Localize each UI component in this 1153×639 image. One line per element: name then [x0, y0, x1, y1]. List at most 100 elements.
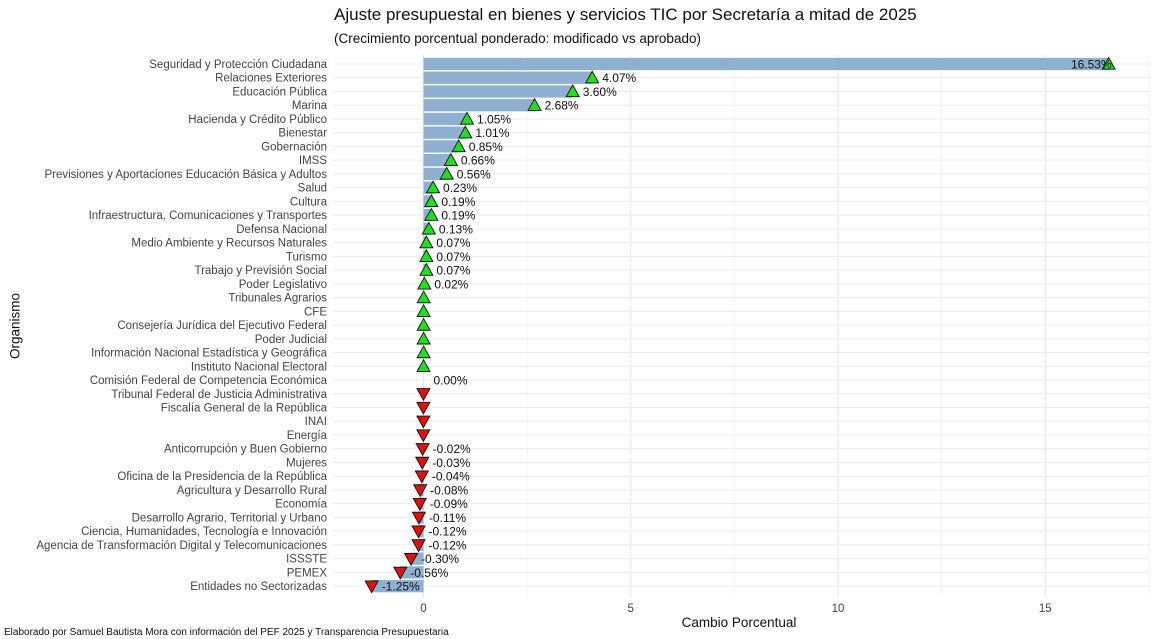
y-tick-label: ISSSTE [286, 554, 327, 566]
up-marker [425, 180, 441, 194]
down-marker [412, 484, 428, 498]
y-tick-label: Poder Legislativo [239, 279, 327, 291]
data-labels: 16.53% 4.07%3.60% 2.68% 1.05%1.01%0.85%0.66… [382, 58, 1112, 594]
up-marker [424, 207, 439, 221]
y-tick-label: Previsiones y Aportaciones Educación Bás… [44, 169, 327, 181]
down-marker [416, 415, 431, 429]
up-marker [1101, 56, 1116, 70]
y-tick-label: IMSS [299, 155, 327, 167]
data-label: 0.02% [434, 277, 468, 291]
data-label: -0.12% [429, 525, 467, 539]
y-tick-label: Instituto Nacional Electoral [191, 361, 327, 373]
y-tick-label: Cultura [290, 196, 328, 208]
y-tick-label: Seguridad y Protección Ciudadana [149, 59, 327, 71]
y-tick-label: Educación Pública [232, 86, 327, 98]
data-label: 4.07% [602, 71, 636, 85]
data-label: -1.25% [382, 580, 420, 594]
y-tick-label: Oficina de la Presidencia de la Repúblic… [117, 471, 327, 483]
y-tick-label: Turismo [286, 251, 327, 263]
data-label: -0.12% [429, 538, 467, 552]
data-label: 16.53% [1071, 58, 1112, 72]
down-marker [412, 498, 428, 512]
y-tick-label: Consejería Jurídica del Ejecutivo Federa… [117, 320, 327, 332]
x-tick-label: 0 [420, 603, 426, 615]
bar [423, 140, 459, 153]
y-tick-label: Energía [287, 430, 328, 442]
data-label: -0.11% [429, 511, 466, 525]
data-label: 1.01% [475, 126, 509, 140]
y-tick-label: Bienestar [278, 128, 327, 140]
down-marker [411, 525, 426, 539]
y-tick-label: CFE [304, 306, 327, 318]
x-tick-label: 15 [1039, 603, 1052, 615]
up-marker [416, 358, 431, 372]
y-tick-label: Mujeres [286, 457, 327, 469]
y-tick-label: Ciencia, Humanidades, Tecnología e Innov… [81, 526, 327, 538]
data-label: -0.56% [410, 566, 448, 580]
up-marker [458, 125, 473, 139]
data-label: 0.19% [441, 195, 475, 209]
bar [423, 154, 451, 167]
x-axis-label: Cambio Porcentual [681, 615, 797, 630]
data-label: 0.19% [441, 209, 475, 223]
data-label: -0.03% [432, 456, 470, 470]
up-marker [451, 139, 466, 153]
bar [423, 85, 573, 98]
bar [423, 99, 535, 112]
data-label: 0.00% [434, 374, 468, 388]
up-marker [421, 221, 437, 235]
y-tick-label: Trabajo y Previsión Social [194, 265, 327, 277]
y-tick-label: Información Nacional Estadística y Geogr… [91, 348, 327, 360]
down-marker [414, 470, 430, 484]
y-tick-label: INAI [305, 416, 327, 428]
data-label: 0.85% [469, 140, 503, 154]
data-label: 0.23% [443, 181, 477, 195]
data-label: 0.56% [457, 167, 491, 181]
down-marker [411, 511, 427, 525]
data-label: -0.08% [430, 483, 468, 497]
up-marker [416, 331, 431, 345]
y-tick-label: Poder Judicial [255, 334, 327, 346]
y-tick-label: Defensa Nacional [236, 224, 327, 236]
down-marker [415, 443, 430, 457]
up-marker [416, 317, 431, 331]
bar [371, 579, 424, 593]
y-tick-label: Economía [275, 499, 327, 511]
x-tick-labels: 0 5 10 15 [420, 603, 1051, 615]
y-tick-label: Agencia de Transformación Digital y Tele… [36, 540, 327, 552]
y-tick-label: Tribunales Agrarios [228, 293, 327, 305]
y-tick-label: Desarrollo Agrario, Territorial y Urbano [132, 512, 327, 524]
data-label: 0.66% [461, 154, 495, 168]
y-tick-label: PEMEX [287, 567, 328, 579]
chart-caption: Elaborado por Samuel Bautista Mora con i… [4, 627, 449, 638]
chart-subtitle: (Crecimiento porcentual ponderado: modif… [334, 31, 701, 46]
bar [423, 112, 468, 126]
data-label: 3.60% [583, 85, 617, 99]
data-label: 0.07% [436, 264, 470, 278]
bar [423, 126, 466, 139]
bar [423, 71, 593, 84]
down-marker [403, 552, 419, 567]
down-marker [416, 401, 431, 415]
data-label: 0.13% [439, 222, 473, 236]
up-marker [416, 345, 431, 359]
up-marker [527, 97, 542, 111]
data-label: -0.02% [433, 442, 471, 456]
down-marker [414, 456, 430, 470]
x-tick-label: 10 [832, 603, 845, 615]
down-marker [393, 566, 408, 580]
data-label: 0.07% [436, 236, 470, 250]
y-tick-label: Relaciones Exteriores [215, 73, 327, 85]
y-tick-labels: Seguridad y Protección Ciudadana Relacion… [36, 59, 327, 593]
down-marker [416, 388, 431, 402]
bar [423, 57, 1109, 71]
up-marker [565, 84, 580, 98]
y-tick-label: Salud [298, 183, 327, 195]
y-tick-label: Gobernación [261, 141, 327, 153]
y-tick-label: Comisión Federal de Competencia Económic… [90, 375, 328, 387]
up-marker [419, 235, 434, 249]
y-tick-label: Hacienda y Crédito Público [188, 114, 327, 126]
data-label: 2.68% [545, 99, 579, 113]
up-marker [416, 290, 431, 304]
